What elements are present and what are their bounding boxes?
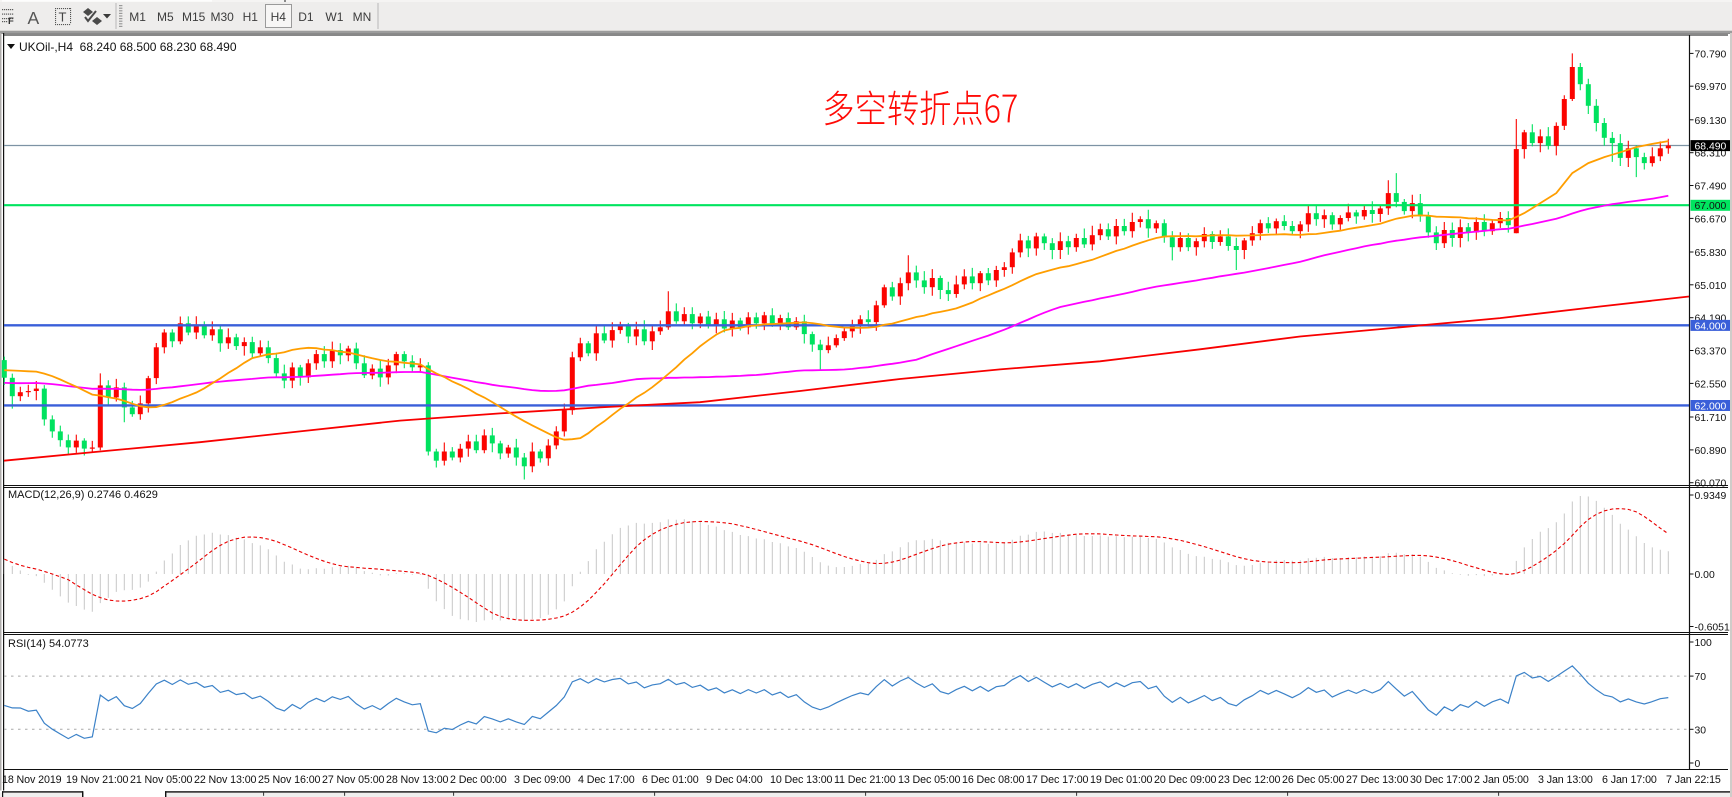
- svg-text:62.000: 62.000: [1695, 401, 1727, 412]
- svg-text:7 Jan 22:15: 7 Jan 22:15: [1666, 774, 1721, 786]
- svg-text:64.190: 64.190: [1695, 314, 1727, 325]
- svg-text:2 Dec 00:00: 2 Dec 00:00: [450, 774, 507, 786]
- svg-text:W1: W1: [325, 10, 343, 24]
- svg-text:0: 0: [1695, 759, 1701, 770]
- svg-text:70.790: 70.790: [1695, 49, 1727, 60]
- svg-text:D1: D1: [298, 10, 314, 24]
- svg-text:23 Dec 12:00: 23 Dec 12:00: [1218, 774, 1281, 786]
- svg-text:3 Jan 13:00: 3 Jan 13:00: [1538, 774, 1593, 786]
- svg-text:64.000: 64.000: [1695, 321, 1727, 332]
- svg-text:H4: H4: [271, 10, 287, 24]
- svg-text:MACD(12,26,9) 0.2746 0.4629: MACD(12,26,9) 0.2746 0.4629: [8, 489, 158, 501]
- svg-text:T: T: [59, 10, 67, 25]
- svg-text:27 Nov 05:00: 27 Nov 05:00: [322, 774, 385, 786]
- svg-text:65.830: 65.830: [1695, 248, 1727, 259]
- svg-text:20 Dec 09:00: 20 Dec 09:00: [1154, 774, 1217, 786]
- svg-text:RSI(14) 54.0773: RSI(14) 54.0773: [8, 638, 89, 650]
- svg-text:68.310: 68.310: [1695, 149, 1727, 160]
- svg-text:61.710: 61.710: [1695, 413, 1727, 424]
- svg-text:21 Nov 05:00: 21 Nov 05:00: [130, 774, 193, 786]
- svg-text:19 Dec 01:00: 19 Dec 01:00: [1090, 774, 1153, 786]
- svg-text:70: 70: [1695, 672, 1707, 683]
- svg-text:16 Dec 08:00: 16 Dec 08:00: [962, 774, 1025, 786]
- svg-text:63.370: 63.370: [1695, 347, 1727, 358]
- svg-text:26 Dec 05:00: 26 Dec 05:00: [1282, 774, 1345, 786]
- svg-text:100: 100: [1695, 638, 1713, 649]
- svg-text:0.9349: 0.9349: [1695, 491, 1727, 502]
- svg-text:68.490: 68.490: [1695, 142, 1727, 153]
- svg-text:M15: M15: [182, 10, 206, 24]
- svg-text:M5: M5: [157, 10, 174, 24]
- svg-text:27 Dec 13:00: 27 Dec 13:00: [1346, 774, 1409, 786]
- svg-text:6 Dec 01:00: 6 Dec 01:00: [642, 774, 699, 786]
- svg-text:19 Nov 21:00: 19 Nov 21:00: [66, 774, 129, 786]
- svg-text:67.490: 67.490: [1695, 182, 1727, 193]
- svg-text:28 Nov 13:00: 28 Nov 13:00: [386, 774, 449, 786]
- svg-text:9 Dec 04:00: 9 Dec 04:00: [706, 774, 763, 786]
- svg-text:4 Dec 17:00: 4 Dec 17:00: [578, 774, 635, 786]
- svg-text:0.00: 0.00: [1695, 570, 1715, 581]
- svg-text:2 Jan 05:00: 2 Jan 05:00: [1474, 774, 1529, 786]
- svg-text:30 Dec 17:00: 30 Dec 17:00: [1410, 774, 1473, 786]
- svg-text:69.130: 69.130: [1695, 116, 1727, 127]
- svg-text:A: A: [28, 8, 40, 28]
- svg-text:22 Nov 13:00: 22 Nov 13:00: [194, 774, 257, 786]
- svg-text:UKOil-,H4 68.240 68.500 68.23: UKOil-,H4 68.240 68.500 68.230 68.490: [19, 40, 237, 54]
- svg-text:25 Nov 16:00: 25 Nov 16:00: [258, 774, 321, 786]
- svg-text:-0.6051: -0.6051: [1695, 623, 1730, 634]
- svg-text:11 Dec 21:00: 11 Dec 21:00: [834, 774, 896, 786]
- svg-text:60.070: 60.070: [1695, 479, 1727, 490]
- svg-text:67.000: 67.000: [1695, 201, 1727, 212]
- svg-text:60.890: 60.890: [1695, 446, 1727, 457]
- svg-text:M1: M1: [129, 10, 146, 24]
- svg-text:69.970: 69.970: [1695, 82, 1727, 93]
- svg-text:10 Dec 13:00: 10 Dec 13:00: [770, 774, 833, 786]
- svg-text:M30: M30: [211, 10, 235, 24]
- svg-text:MN: MN: [353, 10, 372, 24]
- svg-text:3 Dec 09:00: 3 Dec 09:00: [514, 774, 571, 786]
- svg-text:H1: H1: [243, 10, 259, 24]
- svg-text:F: F: [8, 16, 14, 27]
- svg-text:13 Dec 05:00: 13 Dec 05:00: [898, 774, 961, 786]
- svg-text:65.010: 65.010: [1695, 281, 1727, 292]
- svg-text:30: 30: [1695, 725, 1707, 736]
- svg-text:6 Jan 17:00: 6 Jan 17:00: [1602, 774, 1657, 786]
- svg-text:62.550: 62.550: [1695, 379, 1727, 390]
- svg-text:66.670: 66.670: [1695, 214, 1727, 225]
- svg-text:18 Nov 2019: 18 Nov 2019: [2, 774, 62, 786]
- svg-text:17 Dec 17:00: 17 Dec 17:00: [1026, 774, 1089, 786]
